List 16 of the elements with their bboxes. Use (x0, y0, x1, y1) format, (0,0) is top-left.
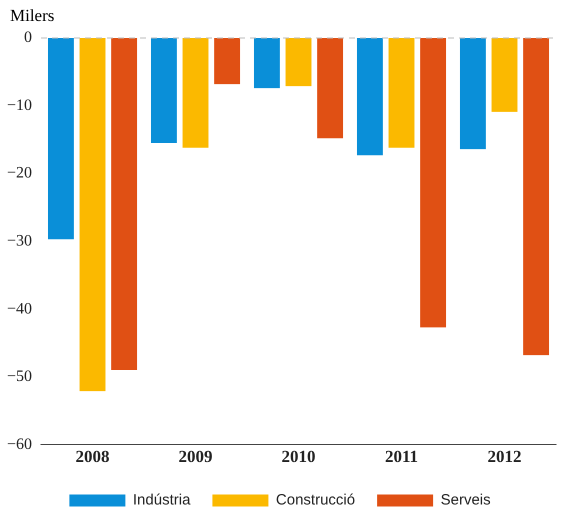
y-tick-label: −30 (6, 232, 32, 250)
x-tick-label: 2008 (76, 447, 110, 466)
y-tick-label: −60 (6, 436, 32, 453)
legend-label: Indústria (132, 492, 192, 509)
y-axis-title: Milers (10, 6, 54, 26)
y-tick-label: 0 (24, 29, 32, 46)
legend-label: Construcció (276, 492, 356, 509)
x-tick-label: 2011 (384, 447, 418, 466)
legend-label: Serveis (440, 492, 491, 509)
y-tick-label: −50 (6, 368, 32, 386)
y-tick-label: −10 (6, 96, 32, 114)
x-tick-label: 2010 (282, 447, 316, 466)
x-tick-label: 2012 (488, 447, 522, 466)
x-tick-label: 2009 (178, 447, 213, 466)
y-tick-label: −20 (6, 164, 32, 182)
y-tick-label: −40 (6, 300, 32, 318)
